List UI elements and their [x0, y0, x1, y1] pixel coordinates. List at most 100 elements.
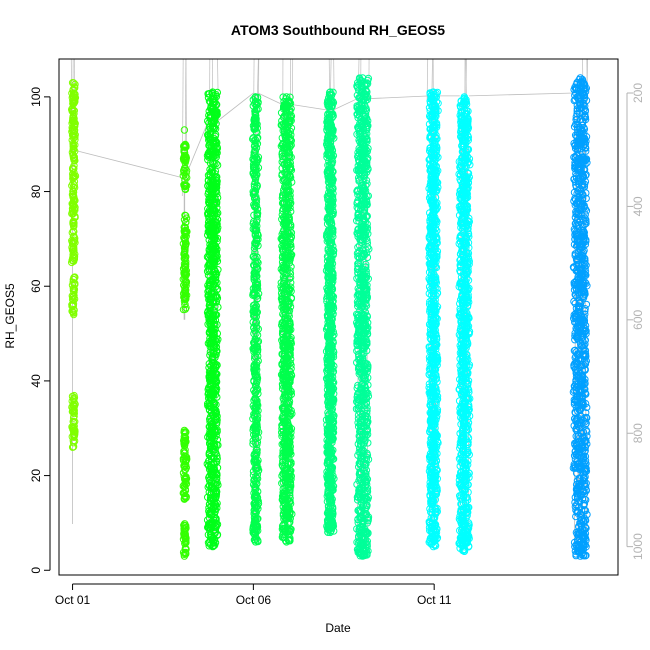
data-point — [69, 296, 78, 304]
data-point — [69, 209, 77, 218]
data-point — [211, 292, 220, 300]
data-point — [180, 428, 188, 436]
data-point — [69, 112, 78, 121]
data-point — [181, 242, 189, 251]
data-point — [209, 350, 218, 358]
data-point — [181, 434, 190, 442]
data-point — [211, 386, 219, 394]
data-point — [181, 219, 190, 227]
data-point — [180, 234, 188, 242]
data-point — [213, 88, 222, 97]
data-point — [69, 142, 78, 151]
data-point — [180, 143, 188, 151]
data-point — [69, 218, 77, 227]
data-point — [212, 481, 220, 489]
data-point — [211, 276, 220, 284]
flight-path-connector — [257, 92, 283, 105]
data-point — [182, 269, 190, 277]
data-point — [207, 420, 216, 428]
data-point — [209, 88, 217, 96]
data-point — [206, 292, 215, 301]
data-point — [210, 330, 218, 338]
data-point — [206, 113, 214, 122]
x-axis-label: Date — [325, 621, 351, 635]
data-point — [209, 424, 217, 432]
data-point — [211, 207, 219, 216]
data-point — [205, 462, 213, 470]
data-point — [212, 378, 221, 386]
data-point — [181, 223, 189, 232]
data-point — [205, 151, 213, 159]
data-point — [209, 488, 218, 497]
data-point — [213, 109, 221, 118]
data-point — [181, 466, 189, 474]
data-point — [211, 194, 219, 202]
data-point — [213, 329, 222, 338]
data-point — [204, 288, 212, 296]
flight-path-connector — [333, 98, 358, 111]
data-point — [207, 181, 216, 189]
data-point — [180, 181, 188, 189]
data-point — [70, 245, 78, 253]
data-point — [69, 414, 78, 422]
data-point — [210, 125, 218, 133]
data-point — [206, 508, 214, 517]
data-point — [69, 170, 77, 178]
data-point — [205, 153, 213, 161]
data-point — [181, 185, 190, 194]
data-point — [211, 147, 220, 156]
data-point — [70, 177, 79, 186]
data-point — [214, 303, 222, 311]
flight-path-line — [184, 59, 187, 192]
flight-path-connector — [290, 103, 328, 111]
data-point — [209, 283, 217, 291]
data-point — [70, 95, 79, 104]
data-point — [204, 400, 212, 408]
data-point — [180, 530, 188, 538]
data-point — [181, 182, 190, 190]
data-point — [207, 391, 216, 400]
data-point — [209, 542, 217, 551]
data-point — [179, 275, 188, 283]
data-point — [181, 294, 190, 303]
data-point — [181, 305, 190, 313]
data-point — [212, 101, 221, 109]
data-point — [69, 284, 78, 292]
data-point — [69, 192, 78, 201]
data-point — [181, 521, 189, 530]
data-point — [69, 197, 78, 206]
data-point — [205, 488, 214, 496]
data-point — [210, 267, 219, 275]
data-point — [207, 260, 215, 268]
data-point — [68, 79, 77, 87]
data-point — [69, 300, 78, 308]
flight-path-connector — [468, 92, 575, 97]
data-point — [212, 522, 221, 530]
data-point — [69, 86, 77, 95]
data-point — [69, 117, 77, 125]
data-point — [205, 315, 213, 324]
data-point — [68, 105, 76, 114]
data-point — [68, 433, 77, 441]
data-point — [180, 442, 189, 450]
data-point — [212, 182, 220, 191]
data-point — [180, 126, 189, 134]
data-point — [181, 436, 190, 444]
data-point — [69, 221, 78, 230]
data-point — [206, 328, 214, 336]
data-point — [182, 155, 190, 164]
data-point — [69, 404, 77, 413]
data-point — [69, 140, 77, 148]
data-point — [211, 519, 219, 527]
data-point — [209, 140, 217, 148]
data-point — [71, 147, 79, 155]
data-point — [182, 169, 190, 177]
data-point — [181, 164, 189, 172]
data-point — [204, 131, 212, 140]
data-point — [206, 296, 215, 304]
data-point — [71, 213, 79, 222]
data-point — [180, 293, 189, 301]
data-point — [71, 280, 79, 289]
data-point — [213, 190, 221, 198]
data-point — [181, 279, 189, 287]
